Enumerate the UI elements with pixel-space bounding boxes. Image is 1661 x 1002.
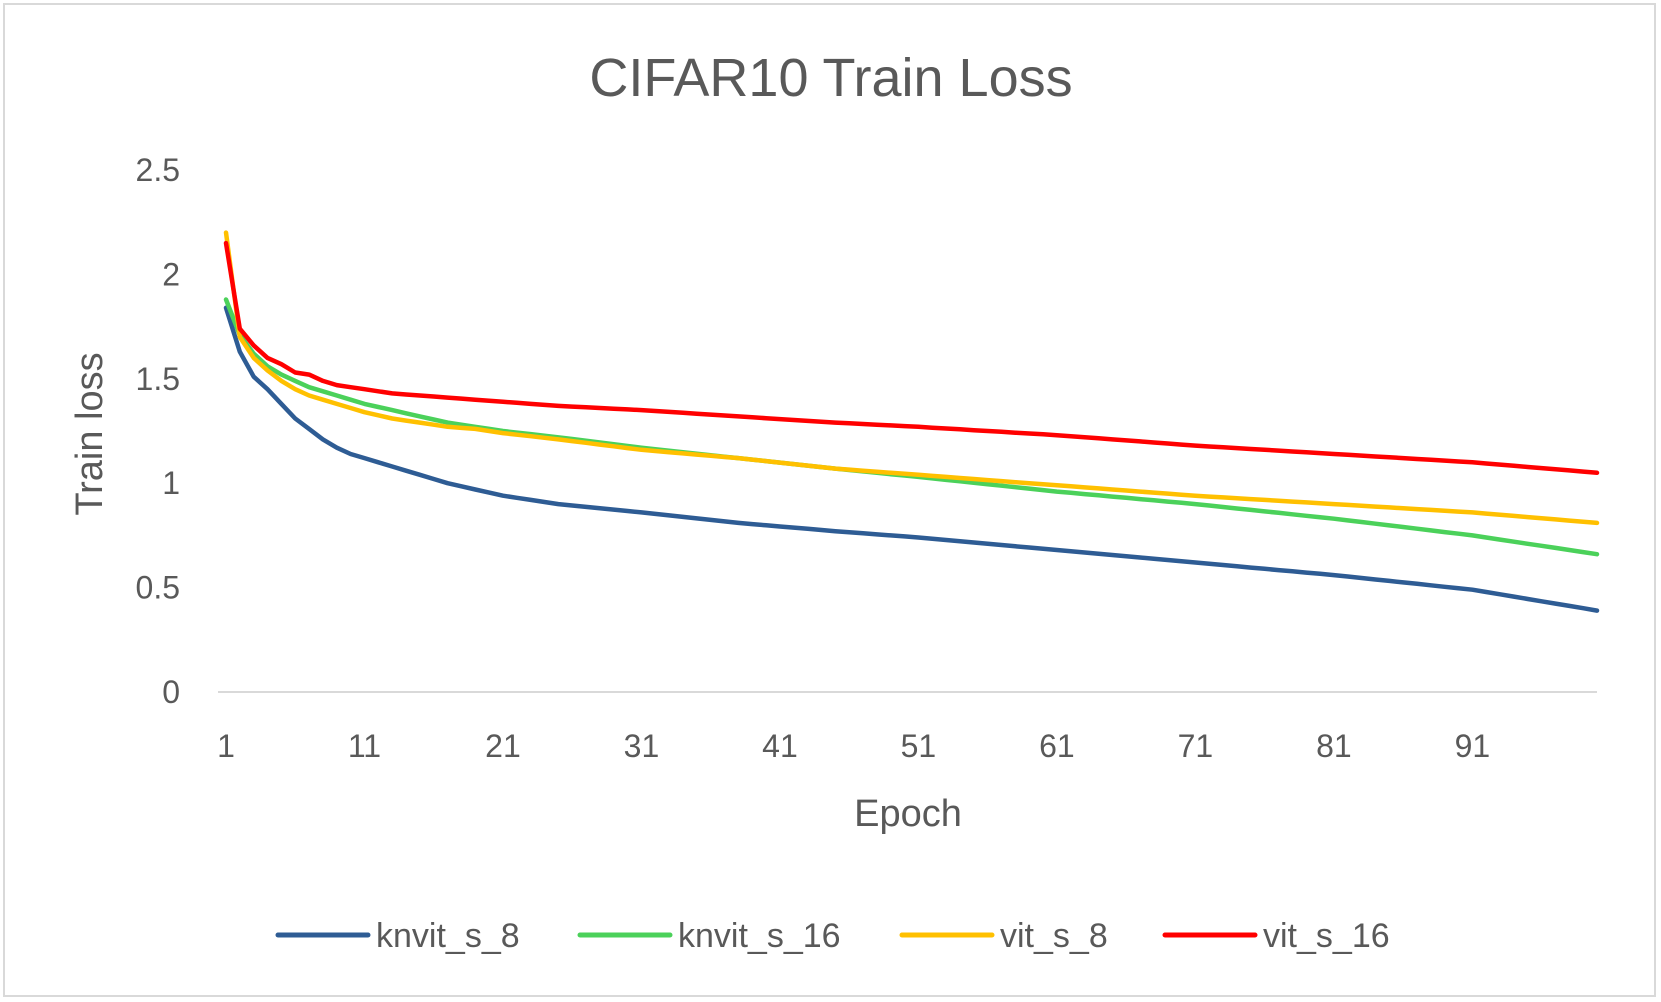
y-axis-title: Train loss (69, 352, 111, 515)
x-tick-label: 11 (348, 728, 381, 764)
y-tick-label: 1 (162, 465, 180, 501)
y-tick-label: 0 (162, 674, 180, 710)
y-tick-label: 2 (162, 256, 180, 292)
legend-item: vit_s_8 (899, 917, 1108, 955)
legend-label: knvit_s_8 (376, 917, 520, 955)
x-tick-label: 71 (1178, 728, 1214, 764)
y-axis-tick-labels: 0 0.5 1 1.5 2 2.5 (136, 152, 180, 710)
legend-label: knvit_s_16 (678, 917, 841, 955)
y-tick-label: 0.5 (136, 570, 180, 606)
series-line-vit-s-8 (223, 230, 1600, 526)
x-axis-tick-labels: 1 11 21 31 41 51 61 71 81 91 (217, 728, 1490, 764)
legend-item: knvit_s_8 (275, 917, 520, 955)
legend-item: vit_s_16 (1162, 917, 1390, 955)
x-tick-label: 91 (1455, 728, 1491, 764)
y-tick-label: 1.5 (136, 361, 180, 397)
chart-frame (3, 3, 1656, 997)
legend-item: knvit_s_16 (577, 917, 841, 955)
x-tick-label: 81 (1316, 728, 1352, 764)
series-line-vit-s-16 (223, 240, 1600, 476)
x-tick-label: 21 (485, 728, 521, 764)
y-tick-label: 2.5 (136, 152, 180, 188)
x-tick-label: 51 (901, 728, 937, 764)
chart-title: CIFAR10 Train Loss (589, 48, 1072, 108)
legend: knvit_s_8 knvit_s_16 vit_s_8 vit_s_16 (275, 917, 1390, 955)
series-layer (223, 230, 1600, 613)
x-tick-label: 61 (1039, 728, 1075, 764)
x-tick-label: 1 (217, 728, 235, 764)
legend-label: vit_s_8 (1000, 917, 1108, 955)
x-tick-label: 31 (624, 728, 660, 764)
x-tick-label: 41 (762, 728, 798, 764)
series-line-knvit-s-8 (223, 305, 1600, 613)
legend-label: vit_s_16 (1263, 917, 1390, 955)
x-axis-title: Epoch (854, 793, 962, 835)
